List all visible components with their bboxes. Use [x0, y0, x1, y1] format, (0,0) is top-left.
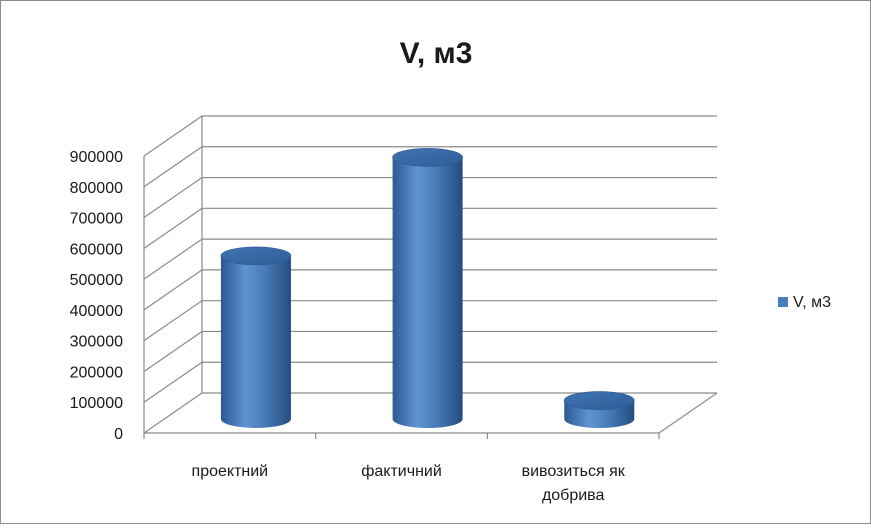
legend-label: V, м3: [793, 294, 831, 311]
y-tick-label: 300000: [70, 334, 123, 351]
axes: [143, 116, 718, 439]
bars: [220, 148, 635, 429]
y-tick-label: 400000: [70, 303, 123, 320]
y-tick-label: 700000: [70, 211, 123, 228]
x-tick-label: вивозиться як добрива: [522, 463, 626, 504]
floor-edge: [658, 392, 718, 434]
x-tick-labels: проектний фактичний вивозиться як добрива: [192, 463, 626, 504]
y-tick-label: 500000: [70, 272, 123, 289]
y-tick-labels: 0 100000 200000 300000 400000 500000 600000 700…: [70, 149, 123, 443]
y-tick-label: 100000: [70, 395, 123, 412]
y-tick-label: 0: [114, 426, 123, 443]
legend-swatch: [778, 297, 788, 307]
bar: [563, 391, 635, 429]
y-tick-label: 800000: [70, 180, 123, 197]
x-tick-label: проектний: [192, 463, 269, 480]
y-tick-label: 200000: [70, 364, 123, 381]
legend: V, м3: [778, 294, 831, 311]
bar: [220, 246, 292, 428]
bar: [392, 148, 463, 429]
x-tick-label: фактичний: [361, 463, 442, 480]
chart-title: V, м3: [400, 37, 473, 70]
y-tick-label: 600000: [70, 241, 123, 258]
y-tick-label: 900000: [70, 149, 123, 166]
